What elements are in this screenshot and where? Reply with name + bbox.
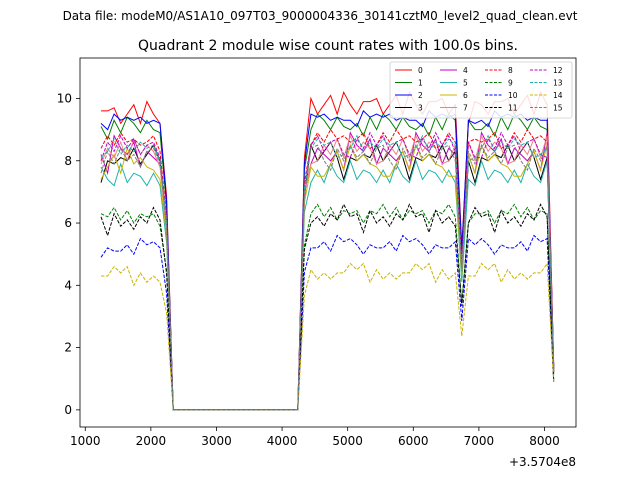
y-tick-label: 0 bbox=[64, 403, 72, 417]
x-tick-label: 2000 bbox=[136, 434, 167, 448]
legend-label-3: 3 bbox=[418, 104, 423, 113]
legend-label-11: 11 bbox=[508, 104, 518, 113]
legend-label-10: 10 bbox=[508, 91, 518, 100]
legend-label-5: 5 bbox=[463, 79, 468, 88]
legend-label-14: 14 bbox=[553, 91, 563, 100]
y-tick-label: 8 bbox=[64, 154, 72, 168]
y-tick-label: 2 bbox=[64, 341, 72, 355]
x-tick-label: 3000 bbox=[201, 434, 232, 448]
legend-label-12: 12 bbox=[553, 66, 563, 75]
legend-label-7: 7 bbox=[463, 104, 468, 113]
x-axis: 1000 2000 3000 4000 5000 6000 7000 8000 bbox=[70, 427, 560, 448]
legend-label-8: 8 bbox=[508, 66, 513, 75]
chart-suptitle: Data file: modeM0/AS1A10_097T03_90000043… bbox=[63, 9, 578, 23]
x-offset-label: +3.5704e8 bbox=[509, 455, 576, 469]
y-tick-label: 10 bbox=[57, 91, 72, 105]
x-tick-label: 8000 bbox=[529, 434, 560, 448]
series-line-15 bbox=[100, 143, 555, 411]
legend-label-13: 13 bbox=[553, 79, 563, 88]
legend-label-15: 15 bbox=[553, 104, 563, 113]
x-tick-label: 5000 bbox=[332, 434, 363, 448]
series-line-10 bbox=[100, 234, 555, 411]
y-axis: 0 2 4 6 8 10 bbox=[57, 91, 80, 417]
x-tick-label: 1000 bbox=[70, 434, 101, 448]
chart-title: Quadrant 2 module wise count rates with … bbox=[138, 38, 518, 54]
legend-frame bbox=[389, 61, 573, 119]
legend-label-4: 4 bbox=[463, 66, 468, 75]
legend-label-2: 2 bbox=[418, 91, 423, 100]
x-tick-label: 4000 bbox=[267, 434, 298, 448]
legend-label-6: 6 bbox=[463, 91, 468, 100]
legend-label-9: 9 bbox=[508, 79, 513, 88]
plot-area bbox=[80, 58, 576, 427]
series-lines bbox=[100, 90, 555, 411]
x-tick-label: 6000 bbox=[398, 434, 429, 448]
x-tick-label: 7000 bbox=[464, 434, 495, 448]
y-tick-label: 6 bbox=[64, 216, 72, 230]
legend-label-1: 1 bbox=[418, 79, 423, 88]
y-tick-label: 4 bbox=[64, 278, 72, 292]
legend-label-0: 0 bbox=[418, 66, 423, 75]
plot-frame bbox=[79, 57, 577, 428]
